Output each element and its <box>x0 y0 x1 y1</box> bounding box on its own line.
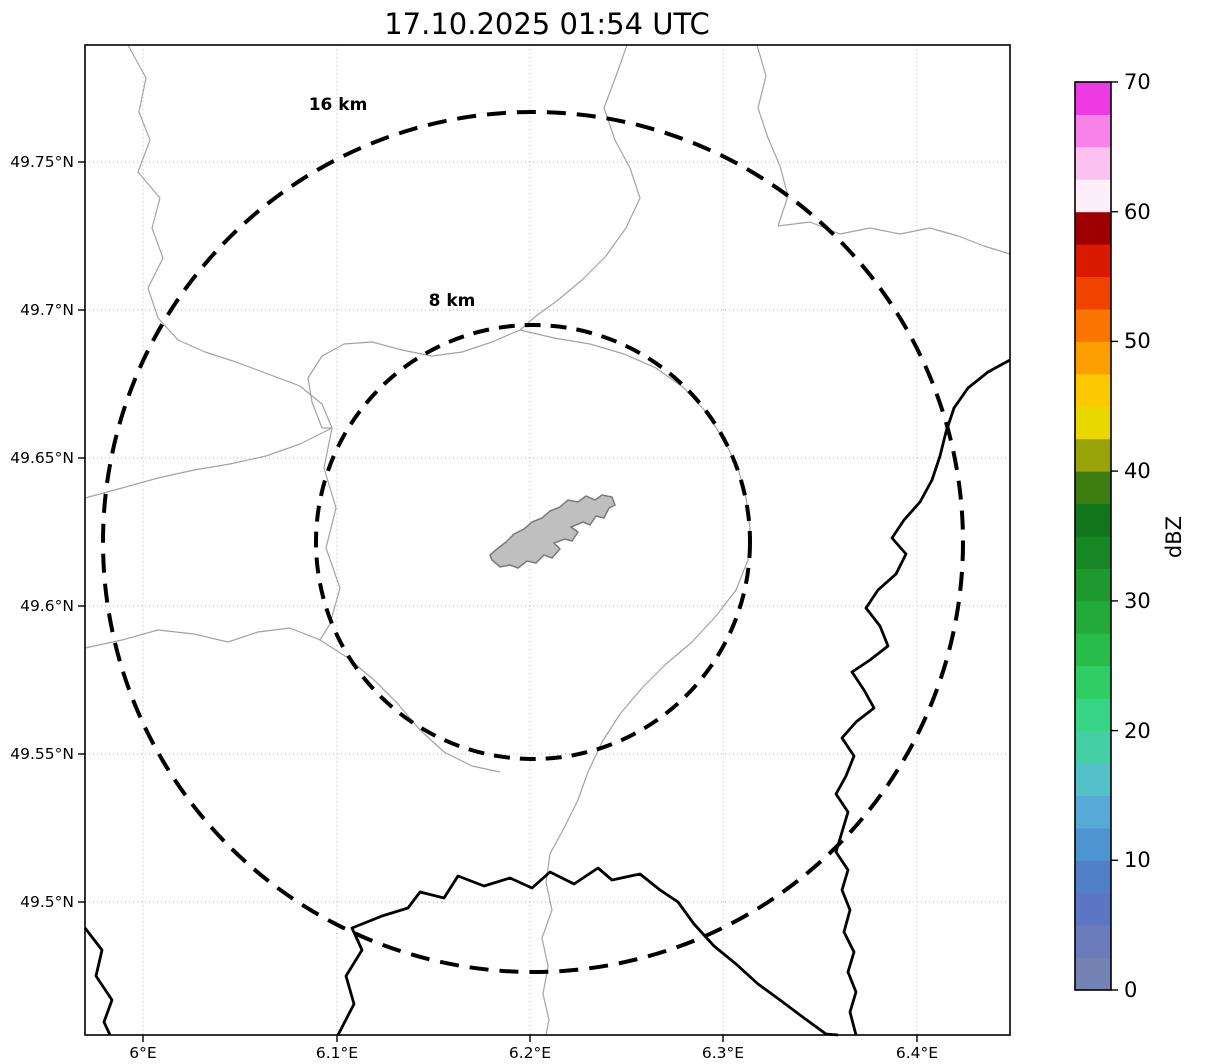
y-axis: 49.75°N 49.7°N 49.65°N 49.6°N 49.55°N 49… <box>10 153 85 911</box>
minor-boundary <box>127 44 333 429</box>
colorbar-segment <box>1075 892 1111 926</box>
colorbar-tick-label: 60 <box>1124 200 1151 224</box>
x-tick-label: 6°E <box>129 1044 156 1062</box>
minor-boundary-lines <box>84 44 1011 1036</box>
y-tick-label: 49.75°N <box>10 153 74 171</box>
range-ring-8km-label: 8 km <box>429 291 476 311</box>
colorbar-segment <box>1075 698 1111 732</box>
colorbar-ticks: 0 10 20 30 40 50 60 70 <box>1111 70 1151 1002</box>
y-tick-label: 49.7°N <box>20 301 74 319</box>
range-ring-16km-label: 16 km <box>309 95 368 115</box>
colorbar-segment <box>1075 276 1111 310</box>
colorbar-segment <box>1075 341 1111 375</box>
y-tick-label: 49.55°N <box>10 745 74 763</box>
grid-lines <box>85 45 1010 1035</box>
colorbar-segment <box>1075 309 1111 342</box>
minor-boundary <box>519 44 641 331</box>
colorbar-segment <box>1075 114 1111 148</box>
colorbar-segment <box>1075 373 1111 407</box>
x-axis: 6°E 6.1°E 6.2°E 6.3°E 6.4°E <box>129 1035 938 1062</box>
range-ring-8km <box>314 323 752 761</box>
plot-frame <box>84 44 1011 1036</box>
major-boundary-southwest <box>83 927 114 1036</box>
colorbar-tick-label: 40 <box>1124 459 1151 483</box>
minor-boundary <box>519 329 751 529</box>
x-tick-label: 6.4°E <box>896 1044 938 1062</box>
minor-boundary <box>777 221 1011 255</box>
colorbar-segment <box>1075 503 1111 537</box>
colorbar-gradient <box>1075 82 1111 991</box>
figure-title: 17.10.2025 01:54 UTC <box>384 7 710 41</box>
y-axis-tick-marks <box>78 161 85 903</box>
colorbar-segment <box>1075 211 1111 245</box>
range-ring-16km <box>101 110 965 974</box>
colorbar-tick-label: 70 <box>1124 70 1151 94</box>
y-tick-label: 49.65°N <box>10 449 74 467</box>
minor-boundary <box>307 329 521 429</box>
colorbar-segment <box>1075 146 1111 180</box>
colorbar-tick-label: 20 <box>1124 719 1151 743</box>
colorbar-segment <box>1075 957 1111 991</box>
x-tick-label: 6.1°E <box>316 1044 358 1062</box>
colorbar-tick-label: 10 <box>1124 848 1151 872</box>
colorbar-segment <box>1075 730 1111 764</box>
x-axis-tick-marks <box>142 1035 918 1042</box>
colorbar-tick-label: 0 <box>1124 978 1137 1002</box>
colorbar-segment <box>1075 827 1111 861</box>
colorbar-segment <box>1075 795 1111 829</box>
colorbar-tick-marks <box>1111 81 1118 991</box>
major-boundary-south <box>336 866 839 1037</box>
colorbar-segment <box>1075 633 1111 667</box>
colorbar-segment <box>1075 438 1111 472</box>
colorbar-segment <box>1075 860 1111 894</box>
minor-boundary <box>541 799 579 1036</box>
colorbar-frame <box>1074 81 1112 991</box>
colorbar-segment <box>1075 244 1111 278</box>
colorbar-segment <box>1075 536 1111 569</box>
minor-boundary <box>577 527 751 801</box>
y-tick-label: 49.5°N <box>20 893 74 911</box>
y-tick-label: 49.6°N <box>20 597 74 615</box>
colorbar-segment <box>1075 179 1111 213</box>
colorbar-segment <box>1075 82 1111 115</box>
colorbar-tick-label: 50 <box>1124 329 1151 353</box>
x-tick-label: 6.3°E <box>702 1044 744 1062</box>
minor-boundary <box>84 427 333 499</box>
x-tick-label: 6.2°E <box>509 1044 551 1062</box>
major-boundary-lines <box>83 358 1011 1037</box>
colorbar-segment <box>1075 471 1111 505</box>
airport-outline <box>489 494 616 569</box>
major-boundary-river-east <box>834 358 1011 1036</box>
colorbar-segment <box>1075 406 1111 440</box>
colorbar-segment <box>1075 665 1111 699</box>
colorbar-segment <box>1075 763 1111 796</box>
colorbar-segment <box>1075 568 1111 602</box>
colorbar-tick-label: 30 <box>1124 589 1151 613</box>
colorbar-label: dBZ <box>1162 516 1186 558</box>
range-rings: 8 km 16 km <box>101 95 965 974</box>
colorbar-segment <box>1075 925 1111 959</box>
colorbar-segment <box>1075 600 1111 634</box>
